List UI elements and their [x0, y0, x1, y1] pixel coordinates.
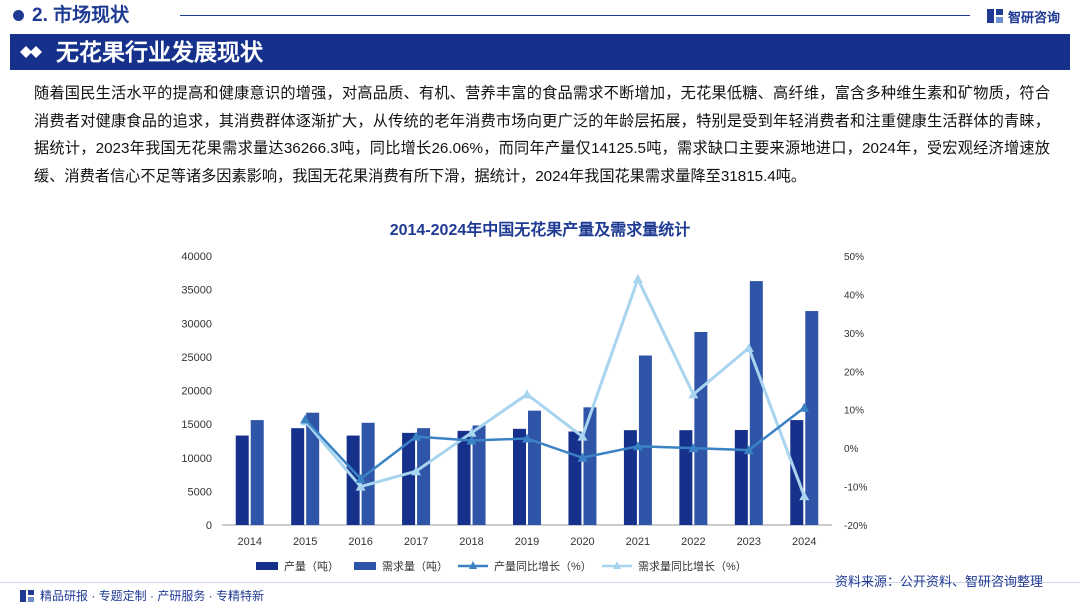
production-bar — [457, 430, 471, 525]
y-left-tick-label: 30000 — [181, 318, 212, 330]
legend-demand-growth-marker — [613, 561, 621, 569]
demand-bar — [638, 355, 652, 525]
footer-logo-icon — [20, 589, 34, 602]
production-bar — [734, 430, 748, 525]
production-bar — [513, 428, 526, 525]
combo-chart: 0 5000 10000 15000 20000 25000 30000 35000 40000… — [181, 251, 867, 573]
x-tick-label: 2021 — [626, 536, 650, 548]
double-diamond-icon — [20, 46, 42, 58]
production-growth-point — [300, 414, 311, 424]
production-bar — [291, 428, 305, 525]
x-tick-label: 2018 — [459, 536, 483, 548]
y-right-tick-label: 30% — [844, 329, 864, 340]
demand-growth-point — [355, 481, 366, 491]
demand-growth-point — [743, 342, 754, 352]
demand-growth-point — [688, 389, 699, 399]
y-left-tick-label: 25000 — [181, 352, 212, 364]
y-left-tick-label: 5000 — [188, 486, 212, 498]
footer-tagline-text: 精品研报 · 专题定制 · 产研服务 · 专精特新 — [40, 589, 264, 603]
description-paragraph: 随着国民生活水平的提高和健康意识的增强，对高品质、有机、营养丰富的食品需求不断增… — [34, 85, 1050, 185]
production-bar — [679, 430, 693, 525]
demand-bar — [306, 412, 320, 525]
y-left-tick-label: 20000 — [181, 386, 212, 398]
page-title: 无花果行业发展现状 — [56, 39, 263, 65]
production-growth-point — [799, 402, 810, 412]
header-divider — [180, 15, 970, 16]
demand-bar — [694, 331, 708, 525]
y-left-tick-label: 10000 — [181, 453, 212, 465]
demand-bar — [528, 410, 541, 525]
demand-growth-point — [522, 389, 532, 399]
legend-demand-growth-label: 需求量同比增长（%） — [638, 559, 747, 573]
y-left-tick-label: 35000 — [181, 285, 212, 297]
production-growth-point — [466, 435, 477, 445]
section-label: 2. 市场现状 — [32, 5, 130, 26]
y-left-tick-label: 0 — [206, 520, 212, 532]
x-tick-label: 2020 — [570, 536, 594, 548]
y-right-tick-label: 0% — [844, 444, 859, 455]
demand-bar — [583, 407, 597, 525]
brand-logo: 智研咨询 — [986, 5, 1060, 27]
production-bar — [346, 435, 360, 525]
production-growth-point — [632, 441, 643, 451]
x-tick-label: 2016 — [348, 536, 372, 548]
x-tick-label: 2017 — [404, 536, 428, 548]
legend-production-growth-marker — [469, 561, 477, 569]
source-note: 资料来源：公开资料、智研咨询整理 — [834, 574, 1043, 589]
demand-bar — [417, 428, 431, 525]
x-tick-label: 2014 — [237, 536, 261, 548]
production-growth-point — [411, 431, 422, 441]
legend-demand-swatch — [354, 562, 376, 570]
demand-growth-point — [411, 466, 422, 476]
logo-icon — [987, 9, 1003, 23]
y-right-tick-label: 50% — [844, 252, 864, 263]
demand-bar — [805, 311, 819, 525]
legend-production-swatch — [256, 562, 278, 570]
y-left-tick-label: 15000 — [181, 419, 212, 431]
demand-growth-point — [466, 427, 477, 437]
footer-divider — [0, 582, 1080, 583]
demand-bar — [749, 281, 763, 525]
x-tick-label: 2024 — [792, 536, 816, 548]
legend-demand-label: 需求量（吨） — [382, 560, 448, 573]
y-right-tick-label: 40% — [844, 290, 864, 301]
legend-production-growth-label: 产量同比增长（%） — [494, 559, 592, 573]
production-growth-point — [688, 443, 699, 453]
top-bar: 2. 市场现状 智研咨询 — [0, 0, 1080, 32]
footer-tagline: 精品研报 · 专题定制 · 产研服务 · 专精特新 — [20, 587, 264, 604]
production-bar — [623, 430, 637, 525]
y-right-tick-label: 10% — [844, 406, 864, 417]
production-growth-point — [743, 445, 754, 455]
demand-growth-point — [799, 491, 810, 501]
title-banner: 无花果行业发展现状 — [10, 34, 1070, 70]
production-bar — [235, 435, 249, 525]
x-tick-label: 2023 — [737, 536, 761, 548]
x-tick-label: 2022 — [681, 536, 705, 548]
logo-text: 智研咨询 — [1008, 9, 1061, 25]
demand-growth-line — [304, 277, 806, 497]
x-tick-label: 2019 — [515, 536, 539, 548]
production-bar — [402, 432, 416, 525]
section-dot-icon — [13, 10, 24, 21]
y-right-tick-label: -10% — [844, 483, 867, 494]
demand-bar — [472, 425, 486, 525]
y-right-tick-label: -20% — [844, 521, 867, 532]
production-growth-point — [355, 473, 366, 483]
demand-growth-point — [632, 274, 643, 284]
y-left-tick-label: 40000 — [181, 251, 212, 263]
production-growth-point — [577, 452, 588, 462]
chart-title: 2014-2024年中国无花果产量及需求量统计 — [389, 222, 691, 239]
y-right-tick-label: 20% — [844, 367, 864, 378]
x-tick-label: 2015 — [293, 536, 317, 548]
production-bar — [568, 431, 582, 525]
demand-growth-point — [577, 431, 588, 441]
production-growth-point — [522, 433, 532, 443]
production-growth-line — [304, 406, 806, 481]
demand-bar — [250, 420, 264, 525]
legend-production-label: 产量（吨） — [284, 559, 339, 573]
